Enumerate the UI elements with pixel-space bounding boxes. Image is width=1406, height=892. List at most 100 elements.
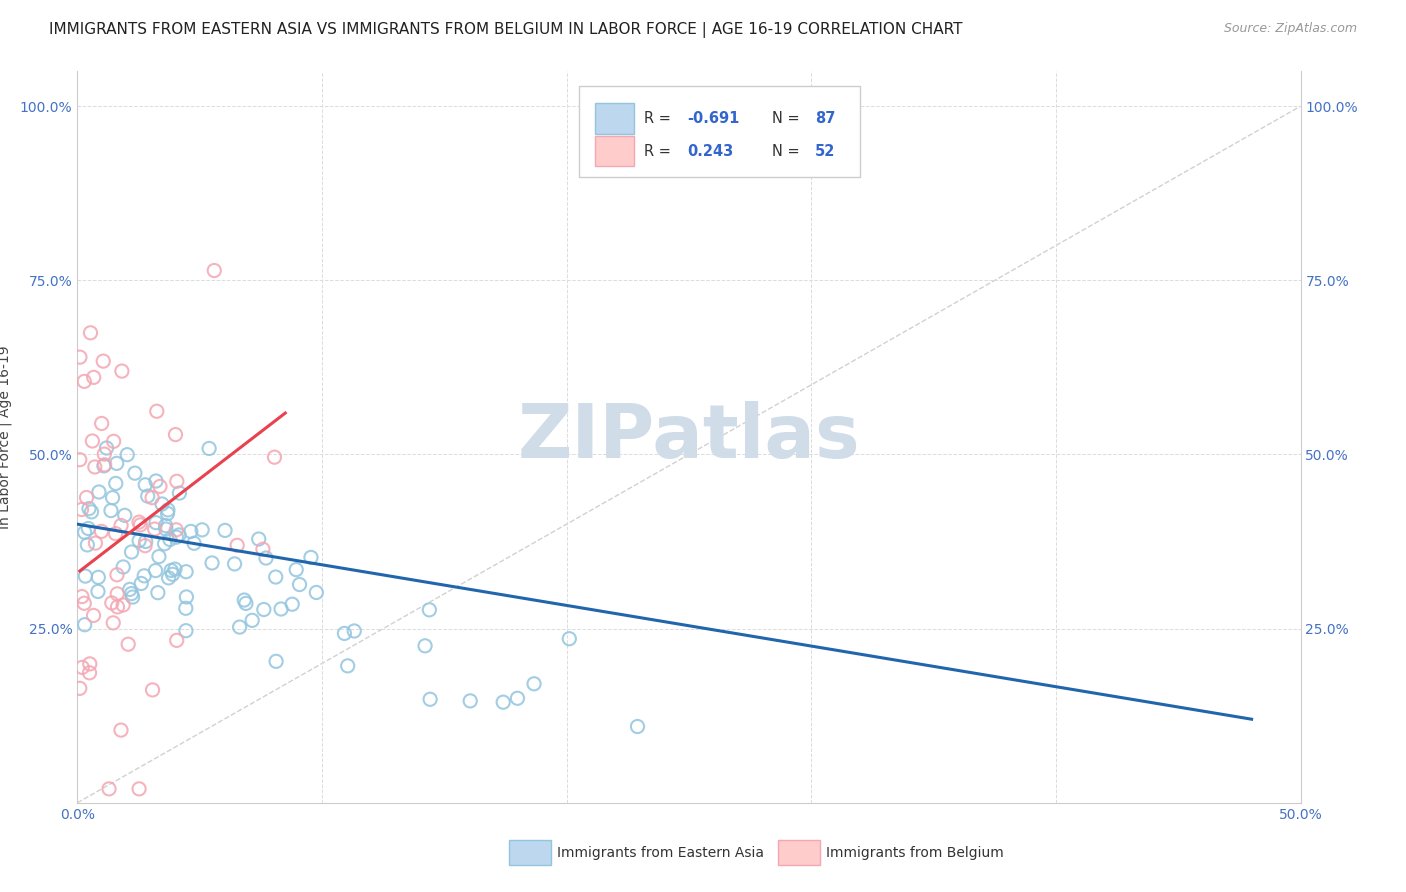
Text: N =: N =: [772, 145, 804, 160]
Point: [83, 608, 105, 623]
Point: [83, 370, 105, 384]
Point: [69, 452, 91, 467]
Point: [299, 550, 322, 565]
Point: [73, 525, 96, 540]
Point: [626, 719, 648, 733]
Point: [419, 692, 441, 706]
Point: [174, 624, 197, 638]
Point: [281, 597, 304, 611]
Point: [105, 456, 128, 470]
Point: [121, 545, 143, 559]
Point: [166, 475, 188, 489]
Point: [492, 695, 515, 709]
Point: [143, 522, 166, 536]
Point: [101, 596, 124, 610]
Point: [264, 570, 287, 584]
Point: [79, 326, 101, 340]
Point: [107, 599, 129, 614]
Point: [418, 603, 440, 617]
Point: [100, 503, 122, 517]
Point: [159, 533, 181, 547]
Point: [252, 542, 274, 557]
Point: [70, 590, 93, 604]
Point: [264, 654, 287, 668]
FancyBboxPatch shape: [595, 103, 634, 134]
Point: [73, 375, 96, 389]
Point: [98, 781, 121, 796]
Point: [79, 657, 101, 671]
Point: [263, 450, 285, 465]
Point: [69, 350, 91, 364]
Point: [83, 460, 105, 475]
Point: [76, 538, 98, 552]
Point: [150, 497, 173, 511]
Point: [128, 533, 150, 548]
Point: [165, 427, 187, 442]
Point: [96, 441, 118, 455]
Point: [254, 551, 277, 566]
Point: [134, 539, 156, 553]
Point: [76, 491, 98, 505]
Point: [174, 601, 197, 615]
Point: [163, 562, 186, 576]
Point: [253, 602, 276, 616]
Point: [77, 521, 100, 535]
Point: [169, 486, 191, 500]
Point: [413, 639, 436, 653]
Point: [145, 474, 167, 488]
Point: [90, 524, 112, 539]
Point: [124, 466, 146, 480]
Text: R =: R =: [644, 145, 675, 160]
Point: [87, 485, 110, 500]
Point: [148, 549, 170, 564]
Point: [160, 563, 183, 577]
Point: [73, 617, 96, 632]
Text: R =: R =: [644, 112, 675, 127]
Point: [135, 534, 157, 549]
Y-axis label: In Labor Force | Age 16-19: In Labor Force | Age 16-19: [0, 345, 11, 529]
Point: [165, 530, 187, 544]
Point: [82, 434, 104, 448]
Point: [167, 528, 190, 542]
Point: [156, 503, 179, 517]
Point: [104, 476, 127, 491]
Text: 87: 87: [815, 112, 835, 127]
Point: [129, 517, 152, 532]
Point: [87, 584, 110, 599]
Point: [162, 567, 184, 582]
Point: [198, 442, 221, 456]
Point: [103, 434, 125, 449]
Point: [112, 560, 135, 574]
Point: [288, 577, 311, 591]
Point: [141, 682, 163, 697]
Point: [110, 723, 132, 738]
Point: [183, 536, 205, 550]
Point: [214, 524, 236, 538]
Point: [145, 516, 167, 530]
Point: [333, 626, 356, 640]
Point: [228, 620, 250, 634]
Point: [155, 522, 177, 536]
Point: [305, 585, 328, 599]
Point: [90, 417, 112, 431]
Point: [121, 590, 143, 604]
FancyBboxPatch shape: [779, 840, 820, 865]
Point: [506, 691, 529, 706]
Text: Immigrants from Eastern Asia: Immigrants from Eastern Asia: [557, 846, 763, 860]
Text: 0.243: 0.243: [688, 145, 734, 160]
Point: [105, 567, 128, 582]
Point: [146, 585, 169, 599]
Point: [112, 598, 135, 612]
Point: [75, 569, 97, 583]
Point: [80, 505, 103, 519]
Point: [129, 576, 152, 591]
FancyBboxPatch shape: [509, 840, 551, 865]
Point: [226, 538, 249, 552]
Point: [110, 518, 132, 533]
Point: [156, 507, 179, 521]
Point: [79, 665, 101, 680]
Point: [73, 596, 96, 610]
Point: [111, 364, 134, 378]
Point: [84, 536, 107, 550]
Point: [70, 502, 93, 516]
